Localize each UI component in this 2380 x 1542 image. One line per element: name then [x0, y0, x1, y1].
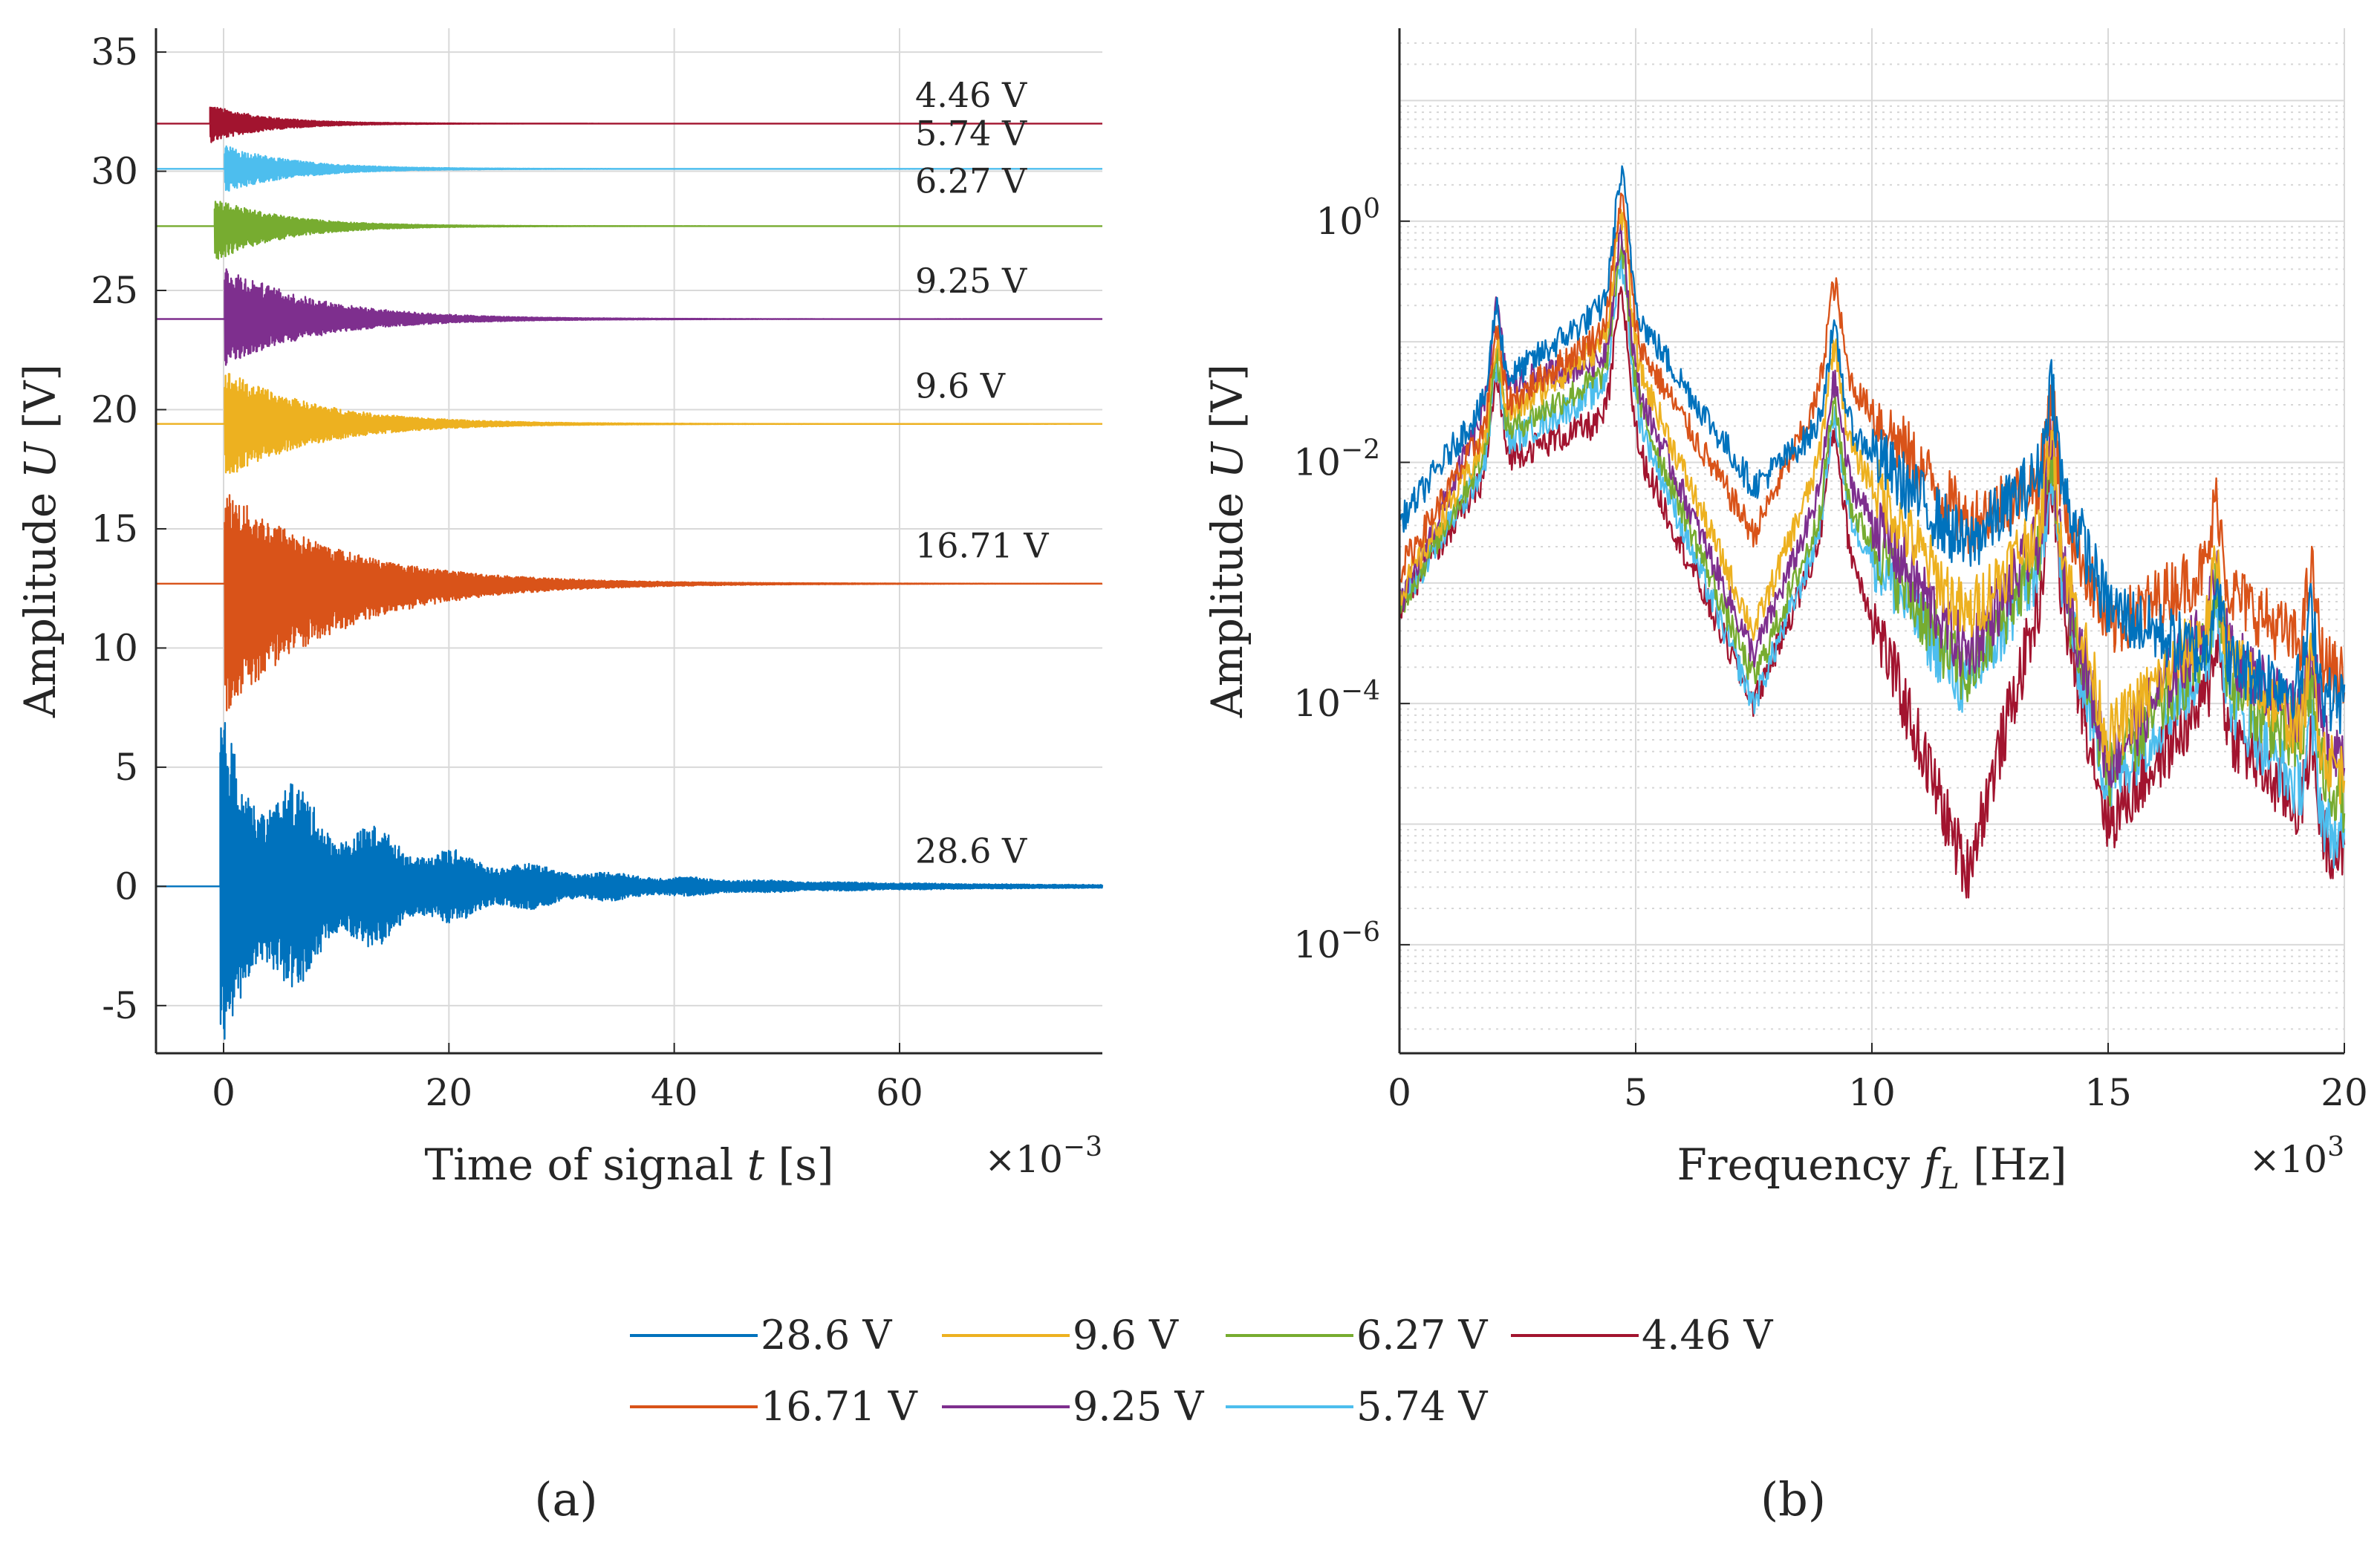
- time-chart-ticks: 0 20 40 60 -5 0 5 10 15 20 25 30 35: [91, 30, 923, 1114]
- time-y-tick-label: -5: [102, 984, 138, 1027]
- time-series-line-s5_74: [156, 145, 1103, 192]
- time-x-label-prefix: Time of signal: [425, 1139, 747, 1190]
- time-y-tick-label: 30: [91, 150, 138, 193]
- time-y-axis-label: Amplitude U [V]: [15, 364, 65, 718]
- time-x-tick-label: 20: [426, 1071, 473, 1114]
- freq-x-label-prefix: Frequency: [1677, 1139, 1923, 1190]
- time-y-tick-label: 15: [91, 507, 138, 550]
- freq-x-tick-label: 10: [1848, 1071, 1896, 1114]
- time-series-line-s4_46: [156, 106, 1103, 143]
- freq-y-tick-label: 10−4: [1293, 676, 1380, 725]
- freq-y-tick-label: 100: [1316, 194, 1380, 243]
- freq-x-label-sub: L: [1939, 1162, 1960, 1196]
- freq-x-tick-label: 0: [1388, 1071, 1411, 1114]
- time-chart-axes: [155, 28, 1102, 1055]
- freq-x-axis-label: Frequency fL [Hz]: [1677, 1139, 2067, 1196]
- legend-label-4-46: 4.46 V: [1642, 1312, 1773, 1359]
- time-annotation-s4_46: 4.46 V: [915, 75, 1027, 115]
- time-series-line-s16_71: [156, 494, 1103, 712]
- legend-item-6-27: 6.27 V: [1226, 1312, 1488, 1359]
- freq-series-line-s16_71: [1399, 192, 2346, 708]
- legend-item-9-25: 9.25 V: [942, 1383, 1204, 1430]
- time-x-multiplier: ×10−3: [984, 1132, 1102, 1181]
- legend-label-5-74: 5.74 V: [1356, 1383, 1488, 1430]
- freq-series-line-s28_6: [1399, 165, 2346, 735]
- time-y-tick-label: 25: [91, 269, 138, 312]
- time-chart-series: [156, 106, 1104, 1040]
- freq-x-tick-label: 20: [2321, 1071, 2368, 1114]
- freq-x-multiplier-exp: 3: [2327, 1132, 2344, 1162]
- frequency-domain-chart: 100 10−2 10−4 10−6 0 5 10 15 20 Frequency fL [Hz…: [1202, 28, 2368, 1196]
- time-annotation-s9_6: 9.6 V: [915, 365, 1006, 406]
- time-y-label-unit: [V]: [15, 364, 65, 443]
- freq-x-tick-label: 15: [2084, 1071, 2132, 1114]
- legend-label-16-71: 16.71 V: [761, 1383, 918, 1430]
- legend-label-6-27: 6.27 V: [1356, 1312, 1488, 1359]
- time-y-tick-label: 5: [114, 746, 138, 789]
- time-x-multiplier-base: ×10: [984, 1138, 1063, 1181]
- freq-series-line-s4_46: [1398, 286, 2346, 899]
- time-series-line-s28_6: [156, 722, 1104, 1040]
- time-annotation-s28_6: 28.6 V: [915, 830, 1027, 871]
- time-series-line-s6_27: [156, 201, 1103, 260]
- legend-label-9-25: 9.25 V: [1073, 1383, 1204, 1430]
- freq-chart-ticks: 100 10−2 10−4 10−6 0 5 10 15 20: [1293, 194, 2368, 1114]
- legend-label-9-6: 9.6 V: [1073, 1312, 1179, 1359]
- freq-y-label-var: U: [1202, 440, 1252, 478]
- freq-y-axis-label: Amplitude U [V]: [1202, 364, 1252, 718]
- panel-label-a: (a): [534, 1472, 597, 1526]
- freq-y-label-prefix: Amplitude: [1202, 478, 1252, 718]
- legend-item-28-6: 28.6 V: [630, 1312, 892, 1359]
- panel-label-b: (b): [1760, 1472, 1826, 1526]
- legend-item-4-46: 4.46 V: [1511, 1312, 1773, 1359]
- freq-y-tick-label: 10−2: [1293, 435, 1380, 484]
- freq-series-line-s9_6: [1398, 209, 2346, 805]
- time-annotation-s5_74: 5.74 V: [915, 113, 1027, 153]
- freq-x-tick-label: 5: [1624, 1071, 1648, 1114]
- time-y-tick-label: 0: [114, 865, 138, 908]
- time-series-line-s9_6: [156, 373, 1103, 474]
- time-y-label-prefix: Amplitude: [15, 478, 65, 718]
- time-x-tick-label: 40: [651, 1071, 698, 1114]
- freq-x-label-unit: [Hz]: [1960, 1139, 2067, 1190]
- time-x-multiplier-exp: −3: [1063, 1132, 1102, 1162]
- time-x-label-var: t: [747, 1139, 765, 1190]
- time-chart-annotations: 4.46 V5.74 V 6.27 V 9.25 V 9.6 V 16.71 V 28.6…: [915, 75, 1049, 871]
- legend-item-5-74: 5.74 V: [1226, 1383, 1488, 1430]
- freq-y-tick-label: 10−6: [1293, 917, 1380, 966]
- legend-label-28-6: 28.6 V: [761, 1312, 892, 1359]
- time-y-tick-label: 10: [91, 626, 138, 669]
- time-x-axis-label: Time of signal t [s]: [425, 1139, 834, 1190]
- freq-y-label-unit: [V]: [1202, 364, 1252, 443]
- legend: 28.6 V 9.6 V 6.27 V 4.46 V 16.71 V 9.25 …: [630, 1312, 1773, 1430]
- time-series-line-s9_25: [156, 268, 1103, 366]
- time-y-tick-label: 35: [91, 30, 138, 74]
- time-y-label-var: U: [15, 440, 65, 478]
- time-x-tick-label: 60: [876, 1071, 923, 1114]
- legend-item-16-71: 16.71 V: [630, 1383, 918, 1430]
- freq-chart-series: [1398, 165, 2346, 899]
- time-annotation-s16_71: 16.71 V: [915, 525, 1049, 565]
- time-domain-chart: 4.46 V5.74 V 6.27 V 9.25 V 9.6 V 16.71 V 28.6…: [15, 28, 1104, 1190]
- time-x-tick-label: 0: [212, 1071, 235, 1114]
- legend-item-9-6: 9.6 V: [942, 1312, 1179, 1359]
- time-annotation-s6_27: 6.27 V: [915, 160, 1027, 201]
- time-y-tick-label: 20: [91, 388, 138, 431]
- freq-x-multiplier-base: ×10: [2249, 1138, 2328, 1181]
- freq-x-multiplier: ×103: [2249, 1132, 2344, 1181]
- time-annotation-s9_25: 9.25 V: [915, 261, 1027, 301]
- time-x-label-unit: [s]: [764, 1139, 833, 1190]
